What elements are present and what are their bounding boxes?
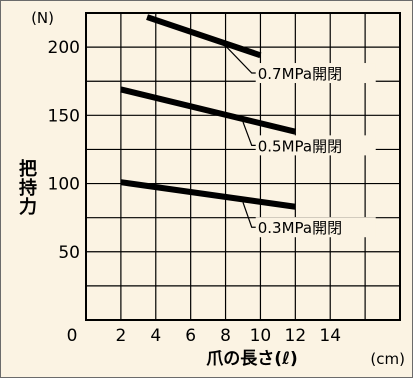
y-axis-label: 把持力	[19, 158, 37, 218]
series-label-background	[255, 135, 376, 156]
x-tick-label: 10	[250, 326, 272, 346]
series-line	[146, 14, 262, 59]
x-tick-label: 14	[319, 326, 341, 346]
series-label: 0.3MPa開閉	[258, 219, 342, 237]
series-line	[120, 86, 297, 135]
grid	[86, 13, 400, 320]
series-leader-line	[242, 202, 258, 228]
y-axis-unit: (N)	[31, 9, 54, 27]
x-axis-label: 爪の長さ(ℓ)	[206, 349, 298, 369]
y-axis-label-char: 力	[19, 197, 37, 218]
x-tick-label: 0	[67, 326, 78, 346]
y-axis-label-char: 持	[19, 177, 37, 199]
series-label-background	[255, 217, 376, 238]
series-label: 0.5MPa開閉	[258, 137, 342, 155]
series-labels: 0.7MPa開閉 0.5MPa開閉 0.3MPa開閉	[225, 46, 376, 238]
y-tick-label: 200	[48, 38, 80, 58]
x-tick-label: 4	[150, 326, 161, 346]
x-axis-unit: (cm)	[370, 350, 405, 368]
plot-border	[85, 12, 401, 321]
x-tick-label: 6	[185, 326, 196, 346]
y-axis-label-char: 把	[19, 158, 37, 180]
y-tick-label: 100	[48, 175, 80, 195]
y-tick-label: 150	[48, 106, 80, 126]
y-tick-label: 50	[58, 243, 80, 263]
series-line	[120, 179, 296, 210]
series-label-background	[255, 63, 376, 84]
series-leader-line	[242, 121, 258, 146]
axes-text: (N) (cm) 爪の長さ(ℓ)	[31, 9, 405, 369]
x-tick-label: 12	[285, 326, 307, 346]
series-lines	[120, 14, 297, 210]
x-tick-label: 8	[220, 326, 231, 346]
x-tick-label: 2	[115, 326, 126, 346]
series-label: 0.7MPa開閉	[258, 65, 342, 83]
tick-labels: 50 100 150 200 0 2 4 6 8 10 12 14	[48, 38, 341, 346]
